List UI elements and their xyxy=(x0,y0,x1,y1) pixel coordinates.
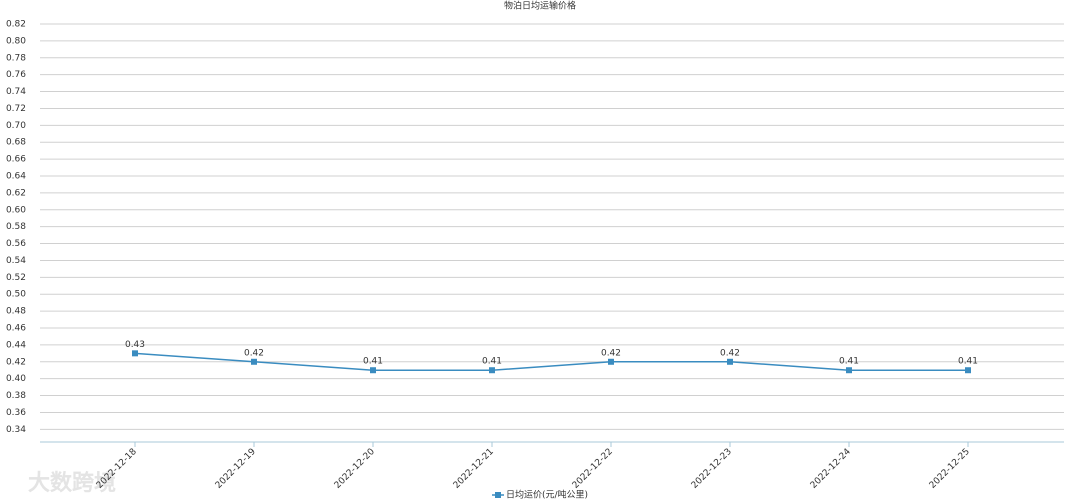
watermark: 大数跨境 xyxy=(28,470,116,496)
y-tick-label: 0.42 xyxy=(6,357,26,367)
legend-label: 日均运价(元/吨公里) xyxy=(506,489,588,501)
data-label: 0.42 xyxy=(720,348,740,358)
x-tick-label: 2022-12-21 xyxy=(452,447,496,491)
chart-title: 物泊日均运输价格 xyxy=(504,0,576,12)
x-tick-label: 2022-12-23 xyxy=(690,447,734,491)
y-tick-label: 0.78 xyxy=(6,53,26,63)
y-tick-label: 0.82 xyxy=(6,20,26,30)
data-label: 0.41 xyxy=(958,357,978,367)
point xyxy=(370,367,376,374)
y-tick-label: 0.34 xyxy=(6,425,26,435)
data-label: 0.41 xyxy=(839,357,859,367)
point xyxy=(132,350,138,357)
y-tick-label: 0.40 xyxy=(6,374,26,384)
x-tick-label: 2022-12-25 xyxy=(928,447,972,491)
y-tick-label: 0.44 xyxy=(6,340,26,350)
point xyxy=(965,367,971,374)
y-tick-label: 0.38 xyxy=(6,391,26,401)
y-tick-label: 0.76 xyxy=(6,70,26,80)
data-label: 0.42 xyxy=(244,348,264,358)
y-tick-label: 0.64 xyxy=(6,172,26,182)
y-tick-label: 0.60 xyxy=(6,205,26,215)
x-tick-label: 2022-12-22 xyxy=(571,447,615,491)
series-line xyxy=(134,352,968,371)
data-label: 0.41 xyxy=(482,357,502,367)
legend-marker xyxy=(495,492,501,498)
x-tick-label: 2022-12-18 xyxy=(95,447,139,491)
y-tick-label: 0.68 xyxy=(6,138,26,148)
y-tick-label: 0.58 xyxy=(6,222,26,232)
x-tick-label: 2022-12-20 xyxy=(333,447,377,491)
x-tick-label: 2022-12-24 xyxy=(809,447,853,491)
data-label: 0.43 xyxy=(125,340,145,350)
y-tick-label: 0.62 xyxy=(6,188,26,198)
x-tick-label: 2022-12-19 xyxy=(214,447,258,491)
y-tick-label: 0.46 xyxy=(6,324,26,334)
y-tick-label: 0.36 xyxy=(6,408,26,418)
y-tick-label: 0.54 xyxy=(6,256,26,266)
y-tick-label: 0.66 xyxy=(6,155,26,165)
data-label: 0.41 xyxy=(363,357,383,367)
data-label: 0.42 xyxy=(601,348,621,358)
y-tick-label: 0.80 xyxy=(6,36,26,46)
y-tick-label: 0.70 xyxy=(6,121,26,131)
y-tick-label: 0.48 xyxy=(6,307,26,317)
y-tick-label: 0.52 xyxy=(6,273,26,283)
point xyxy=(846,367,852,374)
point xyxy=(251,358,257,365)
point xyxy=(727,358,733,365)
y-tick-label: 0.50 xyxy=(6,290,26,300)
point xyxy=(608,358,614,365)
y-tick-label: 0.74 xyxy=(6,87,26,97)
point xyxy=(489,367,495,374)
y-tick-label: 0.72 xyxy=(6,104,26,114)
y-tick-label: 0.56 xyxy=(6,239,26,249)
